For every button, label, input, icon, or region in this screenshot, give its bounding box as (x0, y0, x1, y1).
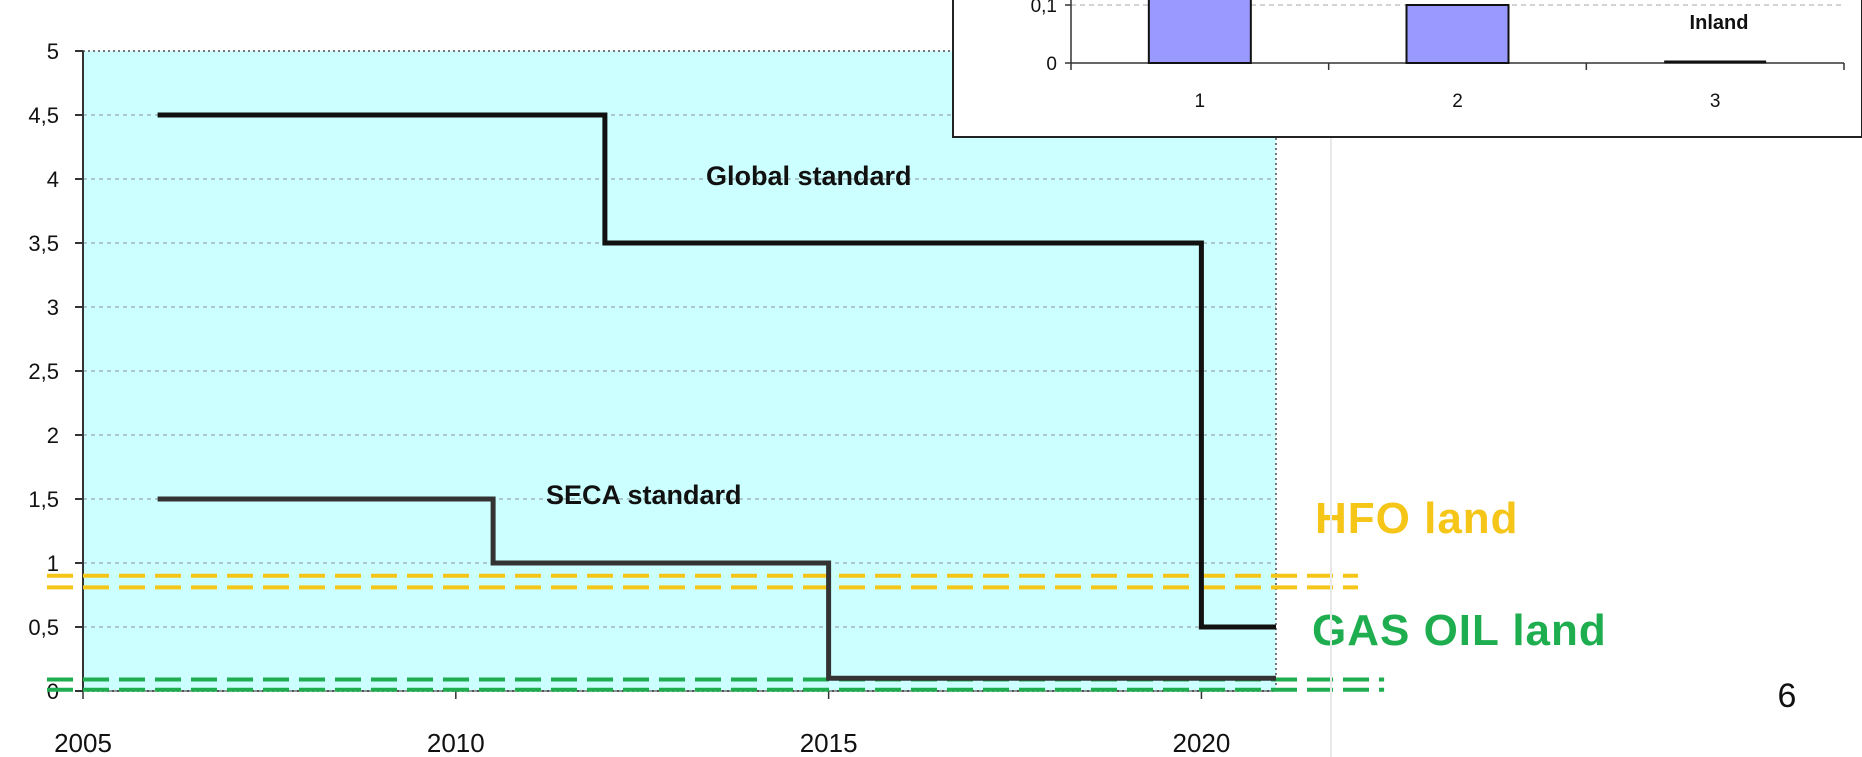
inset-x-tick-label: 2 (1452, 91, 1463, 112)
seca-standard-label: SECA standard (546, 480, 742, 510)
y-tick-label: 2 (47, 423, 59, 448)
y-tick-label: 2,5 (28, 359, 59, 384)
x-tick-labels: 2005 2010 2015 2020 (54, 691, 1230, 757)
inset-bar (1405, 4, 1510, 64)
inset-bar (1147, 0, 1252, 64)
y-tick-label: 3,5 (28, 231, 59, 256)
y-tick-label: 5 (47, 39, 59, 64)
inland-label: Inland (1690, 12, 1749, 34)
series-line (157, 496, 1276, 681)
reference-bands (47, 573, 1385, 692)
x-tick-label: 2015 (800, 728, 858, 757)
inset-y-tick-label: 0,1 (1031, 0, 1057, 17)
inset-x-tick-label: 1 (1195, 91, 1206, 112)
inset-y-tick-label: 0 (1046, 54, 1057, 75)
y-tick-labels: 00,511,522,533,544,55 (28, 39, 83, 704)
y-tick-label: 1,5 (28, 487, 59, 512)
slide-number: 6 (1777, 677, 1797, 715)
hfo-land-label: HFO land (1315, 494, 1519, 543)
y-tick-label: 0,5 (28, 615, 59, 640)
gas-oil-land-label: GAS OIL land (1312, 606, 1607, 655)
inset-x-tick-label: 3 (1710, 91, 1721, 112)
slide-divider (1330, 130, 1332, 757)
series-line (157, 112, 1276, 630)
y-tick-label: 4,5 (28, 103, 59, 128)
y-tick-label: 1 (47, 551, 59, 576)
y-tick-label: 4 (47, 167, 59, 192)
series-lines (157, 112, 1276, 681)
inset-content: 0 0,1 1 2 3 (1031, 0, 1845, 112)
global-standard-label: Global standard (706, 161, 912, 191)
x-tick-label: 2020 (1173, 728, 1231, 757)
y-tick-label: 3 (47, 295, 59, 320)
x-tick-label: 2010 (427, 728, 485, 757)
x-tick-label: 2005 (54, 728, 112, 757)
